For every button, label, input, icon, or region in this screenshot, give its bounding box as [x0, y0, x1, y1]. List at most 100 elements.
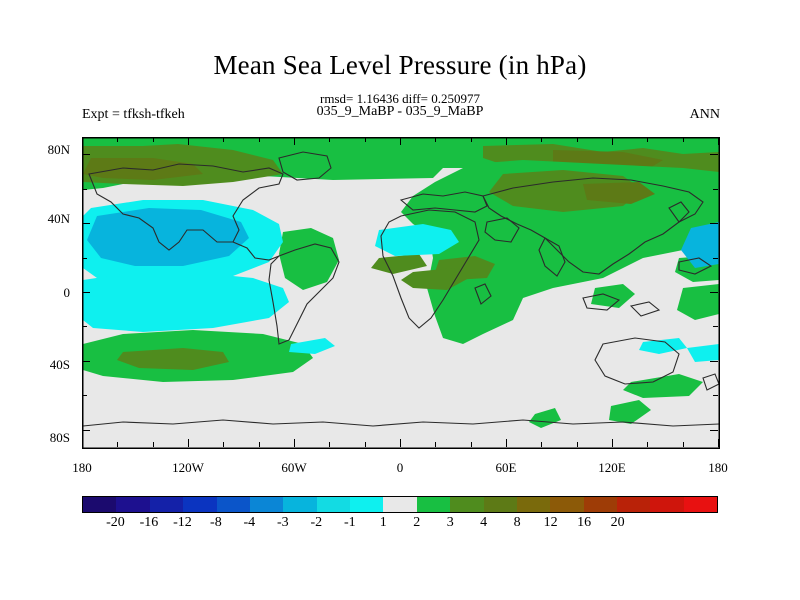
xtick--20: [364, 442, 366, 447]
colorbar-tick--8: -8: [210, 515, 222, 530]
colorbar-tick--20: -20: [106, 515, 125, 530]
xtick-top-40: [470, 137, 472, 142]
xtick--120: [188, 439, 189, 447]
ytick--20: [82, 326, 87, 328]
xtick-80: [541, 442, 543, 447]
colorbar-swatch-8: [350, 497, 384, 512]
xtick-top-180: [718, 137, 719, 145]
colorbar-tick-12: 12: [543, 515, 558, 530]
ytick-label-40s: 40S: [49, 357, 70, 372]
colorbar-swatch-0: [83, 497, 117, 512]
ytick-label-40n: 40N: [47, 211, 70, 226]
xtick-top--60: [294, 137, 295, 145]
colorbar-swatch-14: [550, 497, 584, 512]
colorbar-swatch-10: [416, 497, 451, 512]
xtick-60: [506, 439, 507, 447]
colorbar-tick--3: -3: [276, 515, 289, 530]
xtick-label-120w: 120W: [172, 460, 204, 475]
colorbar-swatch-6: [283, 497, 317, 512]
xtick-180: [718, 439, 719, 447]
colorbar-tick--2: -2: [310, 515, 323, 530]
xtick-top-20: [435, 137, 437, 142]
ytick-label-80s: 80S: [49, 430, 70, 445]
colorbar-swatch-18: [683, 497, 718, 512]
ytick-right-20: [713, 257, 718, 259]
colorbar: [82, 496, 718, 513]
ytick-right-40: [710, 223, 718, 225]
colorbar-tick--1: -1: [343, 515, 356, 530]
xtick-120: [612, 439, 613, 447]
xtick-top--140: [152, 137, 154, 142]
colorbar-swatch-9: [383, 497, 417, 512]
xtick-top--20: [364, 137, 366, 142]
xtick-top--100: [223, 137, 225, 142]
colorbar-tick-4: 4: [480, 515, 488, 530]
colorbar-tick-3: 3: [446, 515, 454, 530]
xtick-40: [470, 442, 472, 447]
ytick-right--60: [713, 395, 718, 397]
xtick-top--180: [82, 137, 83, 145]
xtick-0: [400, 439, 401, 447]
map-svg: [83, 138, 719, 448]
colorbar-tick-2: 2: [413, 515, 421, 530]
ytick-label-0: 0: [63, 285, 71, 300]
xtick-top-100: [576, 137, 578, 142]
colorbar-tick--16: -16: [139, 515, 159, 530]
xtick-100: [576, 442, 578, 447]
ytick-20: [82, 257, 87, 259]
xtick--180: [82, 439, 83, 447]
xtick-top--40: [329, 137, 331, 142]
xtick-label-0: 0: [396, 460, 404, 475]
ytick--60: [82, 395, 87, 397]
xtick-top-140: [647, 137, 649, 142]
xtick-140: [647, 442, 649, 447]
xtick-label-180w: 180: [72, 460, 92, 475]
xtick-top--160: [117, 137, 119, 142]
ytick-40: [82, 223, 90, 225]
map-plot-area: [82, 137, 720, 449]
colorbar-swatch-16: [617, 497, 651, 512]
colorbar-swatch-3: [183, 497, 217, 512]
season-label: ANN: [689, 107, 720, 122]
colorbar-swatch-7: [316, 497, 350, 512]
ytick-right--20: [713, 326, 718, 328]
negative-anomaly-layer: [83, 200, 719, 362]
xtick--40: [329, 442, 331, 447]
xtick-label-180e: 180: [708, 460, 728, 475]
xtick-top--80: [258, 137, 260, 142]
colorbar-swatch-15: [583, 497, 617, 512]
xtick-top-60: [506, 137, 507, 145]
ytick-80: [82, 154, 90, 156]
ytick-right-80: [710, 154, 718, 156]
xtick--140: [152, 442, 154, 447]
ytick-right-60: [713, 188, 718, 190]
colorbar-swatch-4: [216, 497, 250, 512]
coastlines: [83, 151, 719, 427]
rmsd-annotation: rmsd= 1.16436 diff= 0.250977: [320, 91, 480, 106]
colorbar-swatch-12: [483, 497, 517, 512]
colorbar-swatch-13: [516, 497, 551, 512]
colorbar-swatch-1: [116, 497, 150, 512]
xtick-label-120e: 120E: [598, 460, 626, 475]
xtick-top-160: [682, 137, 684, 142]
ytick--40: [82, 360, 90, 362]
colorbar-tick-16: 16: [577, 515, 592, 530]
case-comparison-label: 035_9_MaBP - 035_9_MaBP: [316, 104, 484, 119]
colorbar-tick--4: -4: [243, 515, 256, 530]
colorbar-swatch-5: [249, 497, 284, 512]
xtick-top-0: [400, 137, 401, 145]
ytick-right--40: [710, 360, 718, 362]
xtick--100: [223, 442, 225, 447]
colorbar-tick-1: 1: [379, 515, 387, 530]
colorbar-swatch-2: [149, 497, 184, 512]
xtick-top-80: [541, 137, 543, 142]
page-title: Mean Sea Level Pressure (in hPa): [213, 50, 587, 80]
xtick-label-60e: 60E: [495, 460, 517, 475]
xtick-label-60w: 60W: [281, 460, 307, 475]
colorbar-swatch-17: [650, 497, 684, 512]
xtick-160: [682, 442, 684, 447]
ytick-right-0: [710, 292, 718, 293]
colorbar-tick-20: 20: [610, 515, 625, 530]
colorbar-labels: -20 -16 -12 -8 -4 -3 -2 -1 1 2 3 4 8 12 16 20: [82, 515, 718, 535]
